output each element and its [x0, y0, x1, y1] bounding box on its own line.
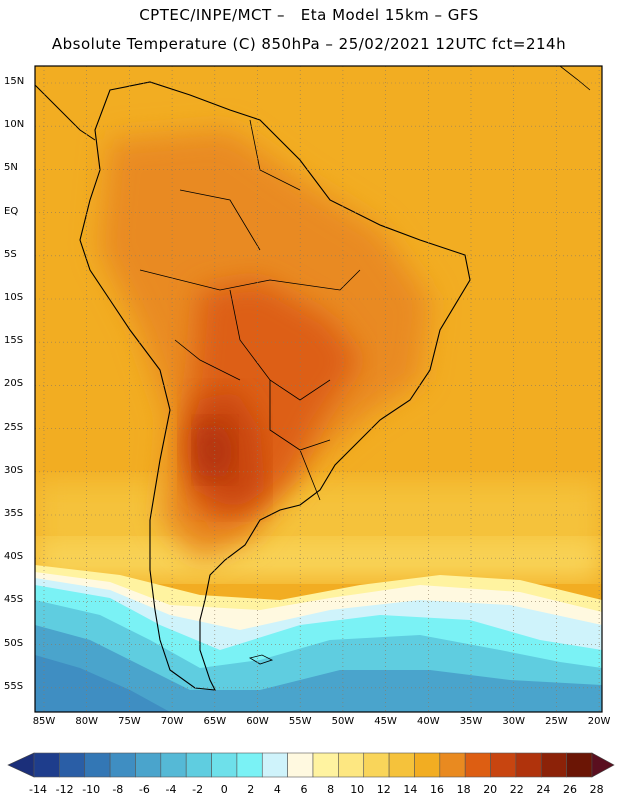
- colorbar-label: -12: [55, 783, 74, 796]
- longitude-label: 40W: [416, 716, 440, 727]
- field-cold-m4: [35, 625, 602, 712]
- colorbar-label: -4: [165, 783, 177, 796]
- colorbar-swatch: [490, 752, 517, 778]
- latitude-label: 45S: [4, 594, 24, 606]
- longitude-label: 85W: [32, 716, 56, 727]
- chart-title-line-1: CPTEC/INPE/MCT – Eta Model 15km – GFS: [139, 6, 479, 24]
- continent-outline: [79, 81, 471, 691]
- latitude-label: EQ: [4, 205, 19, 217]
- longitude-label: 35W: [459, 716, 483, 727]
- colorbar-label: 20: [483, 783, 498, 796]
- colorbar-over-arrow: [591, 752, 615, 778]
- field-band-14: [35, 540, 602, 580]
- latitude-label: 15N: [4, 76, 25, 87]
- temperature-field: [35, 66, 602, 712]
- field-cold-m6: [35, 655, 170, 712]
- latitude-label: 5S: [4, 248, 17, 260]
- longitude-label: 55W: [288, 716, 312, 727]
- central-america-coast: [35, 84, 96, 141]
- colorbar-label: 14: [403, 783, 418, 796]
- country-borders: [139, 119, 361, 501]
- colorbar-swatch: [287, 752, 314, 778]
- colorbar-label: 6: [300, 783, 308, 796]
- colorbar-swatch: [388, 752, 415, 778]
- longitude-label: 45W: [374, 716, 397, 727]
- latitude-label: 40S: [4, 551, 24, 563]
- latitude-label: 55S: [4, 680, 24, 692]
- latitude-label: 10N: [4, 119, 25, 131]
- latitude-label: 5N: [4, 162, 18, 174]
- colorbar-label: -10: [82, 783, 101, 796]
- colorbar-swatch: [261, 752, 288, 778]
- longitude-label: 75W: [118, 716, 141, 727]
- colorbar-label: 28: [589, 783, 604, 796]
- colorbar-label: 0: [220, 783, 228, 796]
- colorbar-swatch: [236, 752, 263, 778]
- colorbar-label: -6: [138, 783, 150, 796]
- colorbar-swatch: [109, 752, 136, 778]
- colorbar-label: 16: [430, 783, 444, 796]
- colorbar-label: 12: [376, 783, 391, 796]
- colorbar-swatch: [84, 752, 111, 778]
- colorbar-label: -2: [192, 783, 204, 796]
- latitude-label: 35S: [4, 508, 24, 519]
- colorbar-swatch: [338, 752, 365, 778]
- colorbar-swatch: [185, 752, 212, 778]
- colorbar-swatch: [540, 752, 567, 778]
- map-frame: [34, 65, 603, 713]
- colorbar-label: 8: [327, 783, 335, 796]
- colorbar-swatch: [566, 752, 593, 778]
- colorbar: [7, 752, 615, 778]
- colorbar-label: 18: [456, 783, 471, 796]
- colorbar-label: 10: [350, 783, 365, 796]
- colorbar-swatch: [211, 752, 238, 778]
- colorbar-label: 4: [273, 783, 281, 796]
- latitude-label: 50S: [4, 637, 24, 649]
- colorbar-label: 22: [509, 783, 524, 796]
- colorbar-label: -8: [112, 783, 124, 796]
- colorbar-swatch: [312, 752, 339, 778]
- chart-title-line-2: Absolute Temperature (C) 850hPa – 25/02/…: [51, 35, 567, 53]
- falkland-islands: [248, 654, 274, 665]
- colorbar-swatch: [414, 752, 441, 778]
- longitude-label: 70W: [160, 716, 184, 727]
- longitude-label: 60W: [246, 716, 269, 727]
- colorbar-swatch: [515, 752, 542, 778]
- latitude-label: 10S: [4, 292, 24, 303]
- colorbar-label: 2: [247, 783, 255, 796]
- colorbar-swatch: [33, 752, 60, 778]
- longitude-label: 30W: [502, 716, 525, 727]
- latitude-label: 25S: [4, 421, 24, 433]
- colorbar-swatch: [59, 752, 86, 778]
- colorbar-swatch: [439, 752, 466, 778]
- colorbar-swatch: [464, 752, 491, 778]
- colorbar-label: 26: [563, 783, 577, 796]
- latitude-label: 15S: [4, 335, 24, 347]
- longitude-label: 50W: [331, 716, 355, 727]
- longitude-label: 20W: [587, 716, 611, 727]
- longitude-label: 80W: [75, 716, 98, 727]
- colorbar-swatch: [363, 752, 390, 778]
- longitude-label: 25W: [545, 716, 568, 727]
- grid-lines: [35, 66, 602, 712]
- colorbar-under-arrow: [7, 752, 35, 778]
- colorbar-label: -14: [29, 783, 47, 796]
- caribbean-islands: [559, 66, 591, 91]
- longitude-label: 65W: [203, 716, 227, 727]
- colorbar-label: 24: [536, 783, 551, 796]
- latitude-label: 30S: [4, 464, 24, 476]
- colorbar-swatch: [135, 752, 162, 778]
- latitude-label: 20S: [4, 378, 24, 390]
- colorbar-swatch: [160, 752, 187, 778]
